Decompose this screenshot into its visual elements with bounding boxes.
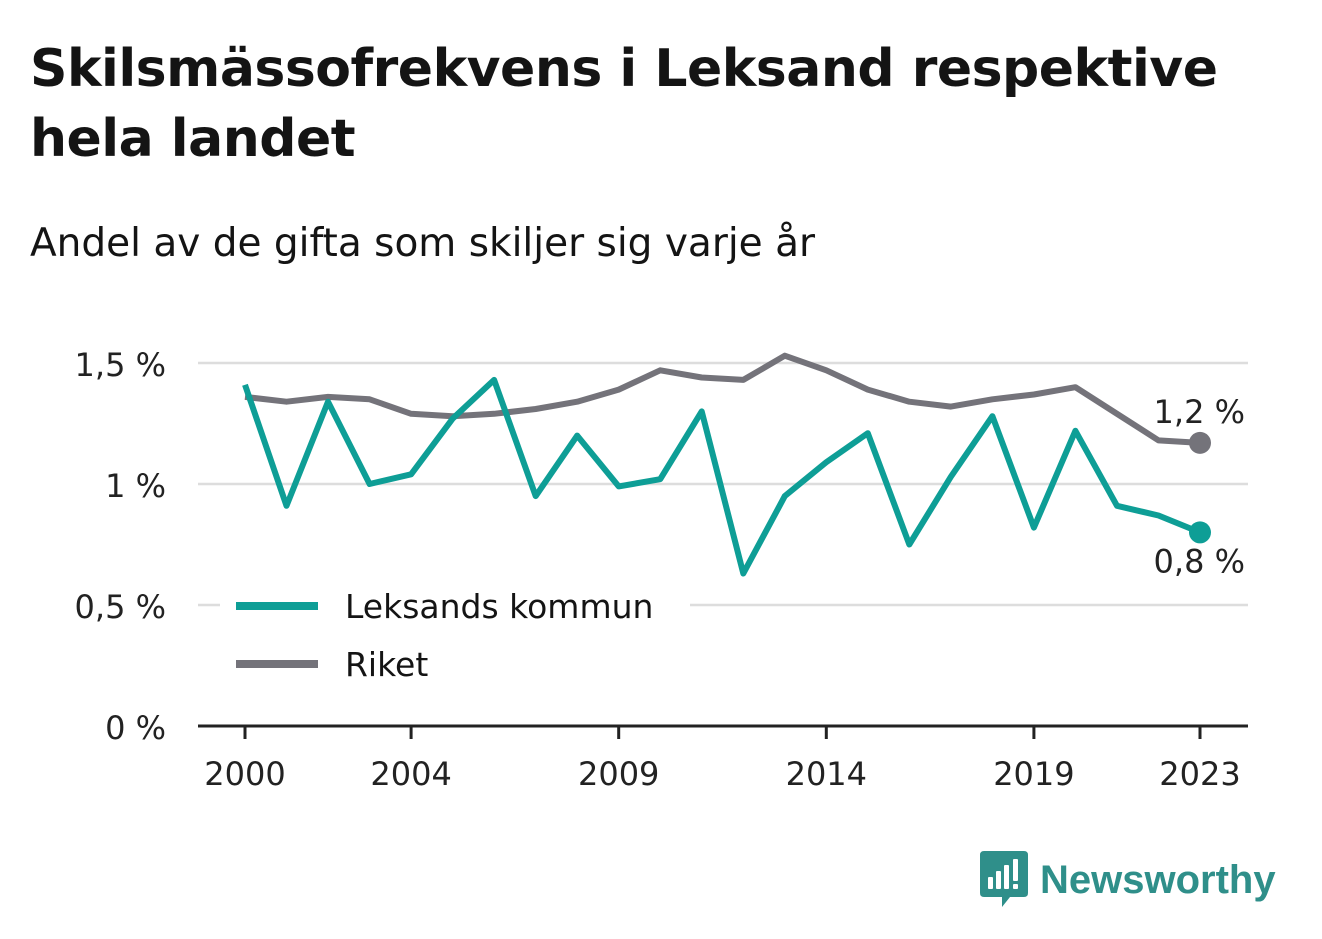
series-end-point-0 bbox=[1189, 521, 1211, 544]
series-line-0 bbox=[242, 376, 1202, 577]
series-line-1 bbox=[244, 352, 1201, 446]
x-tick-label: 2023 bbox=[1159, 755, 1240, 793]
y-tick-label: 1 % bbox=[105, 467, 166, 505]
end-label-riket: 1,2 % bbox=[1154, 393, 1245, 431]
x-tick-label: 2019 bbox=[993, 755, 1074, 793]
chart-subtitle: Andel av de gifta som skiljer sig varje … bbox=[30, 221, 816, 266]
x-tick-label: 2004 bbox=[370, 755, 451, 793]
y-tick-label: 0 % bbox=[105, 709, 166, 747]
legend-background bbox=[220, 572, 690, 692]
x-tick-label: 2009 bbox=[578, 755, 659, 793]
brand-logo[interactable]: Newsworthy bbox=[980, 850, 1276, 910]
legend-label-0: Leksands kommun bbox=[345, 587, 653, 626]
brand-name: Newsworthy bbox=[1040, 857, 1276, 902]
newsworthy-logo-icon bbox=[980, 851, 1028, 907]
chart-title: Skilsmässofrekvens i Leksand respektive … bbox=[30, 39, 1218, 169]
series-end-point-1 bbox=[1189, 431, 1211, 454]
y-tick-label: 0,5 % bbox=[75, 588, 166, 626]
x-tick-label: 2000 bbox=[204, 755, 285, 793]
y-tick-label: 1,5 % bbox=[75, 346, 166, 384]
end-label-leksand: 0,8 % bbox=[1154, 542, 1245, 580]
x-tick-label: 2014 bbox=[786, 755, 867, 793]
legend-label-1: Riket bbox=[345, 645, 428, 684]
